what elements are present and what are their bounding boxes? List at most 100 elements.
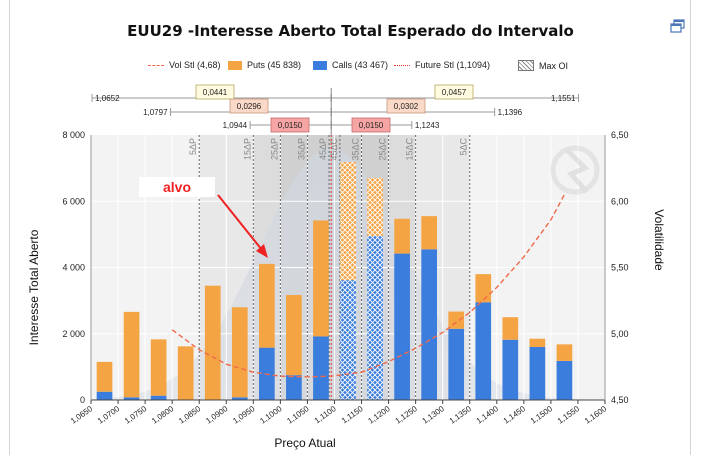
range-width-right-2-box [386,98,426,114]
x-tick-label: 1,1200 [367,404,393,426]
calls-bar [421,249,438,400]
legend-swatch [394,64,410,66]
strike-marker-label: 5ΔP [188,138,198,155]
calls-bar [475,302,492,400]
range-width-right-1-box [434,84,474,100]
puts-bar [150,339,167,396]
puts-bar [177,346,194,400]
legend-item[interactable]: Max OI [518,60,568,71]
x-tick-label: 1,0750 [123,404,149,426]
puts-bar [448,311,465,329]
x-tick-label: 1,1000 [258,404,284,426]
range-width-right-3-box [351,117,391,133]
annotation-label: alvo [163,179,191,195]
puts-bar [340,162,356,281]
annotation-background [139,177,215,197]
puts-bar [313,220,329,337]
strike-marker-label: 5ΔC [459,138,469,156]
strike-marker-label: 45ΔC [329,138,339,161]
calls-bar [123,397,140,400]
calls-bar [286,375,302,400]
annotation-arrow-line [217,194,263,251]
puts-bar [258,263,275,348]
strike-marker-label: 25ΔP [269,138,279,160]
x-tick-label: 1,1500 [529,404,555,426]
x-axis-title: Preço Atual [274,436,335,450]
range-left-label-2: 1,0797 [143,108,168,117]
logo-bolt [565,148,590,194]
legend-label: Vol Stl (4,68) [169,60,221,70]
logo-ring [550,145,600,195]
x-tick-label: 1,1600 [583,404,609,426]
puts-bar [204,285,221,400]
puts-bar [123,311,140,398]
puts-bar [394,218,410,254]
puts-bar [475,274,492,303]
legend-label: Calls (43 467) [332,60,389,70]
range-width-left-1: 0,0441 [203,88,228,97]
strike-marker-label: 45ΔP [318,138,328,160]
x-tick-label: 1,1100 [313,404,338,425]
legend-item[interactable]: Future Stl (1,1094) [394,60,490,70]
puts-bar [367,178,383,237]
legend-label: Puts (45 838) [247,60,302,70]
puts-bar [421,216,438,250]
legend-item[interactable]: Vol Stl (4,68) [148,60,221,70]
legend-item[interactable]: Calls (43 467) [313,60,388,70]
range-right-label-2: 1,1396 [498,108,523,117]
strike-marker-label: 35ΔP [296,138,306,160]
x-tick-label: 1,0850 [177,404,203,426]
range-right-label-3: 1,1243 [415,121,440,130]
legend-swatch [148,64,164,66]
y2-tick-label: 6,00 [611,196,629,206]
puts-bar [96,361,113,392]
y-tick-label: 4 000 [62,263,85,273]
x-tick-label: 1,1300 [421,404,447,426]
puts-bar [286,294,302,376]
annotation-arrow-head [256,244,268,258]
y2-tick-label: 5,00 [611,329,629,339]
y-tick-label: 6 000 [62,196,85,206]
restore-window-icon[interactable] [670,18,686,34]
y-tick-label: 0 [80,395,85,405]
range-width-left-3: 0,0150 [278,121,303,130]
puts-bar [556,344,573,361]
range-width-right-3: 0,0150 [359,121,384,130]
y-axis-title: Interesse Total Aberto [27,229,41,345]
x-tick-label: 1,0700 [96,404,122,426]
x-tick-label: 1,0900 [204,404,230,426]
chart-panel [9,0,691,455]
range-right-label-1: 1,1551 [551,94,576,103]
strike-marker-label: 35ΔC [351,138,361,161]
chart-title: EUU29 -Interesse Aberto Total Esperado d… [127,22,574,40]
calls-bar [394,253,410,400]
range-width-left-2: 0,0296 [237,102,262,111]
x-tick-label: 1,1350 [448,404,474,426]
puts-bar [529,338,546,347]
y2-tick-label: 5,50 [611,263,629,273]
calls-bar [529,347,546,400]
strike-marker-label: 15ΔC [405,138,415,161]
calls-bar [150,395,167,400]
calls-bar [231,397,248,400]
y2-axis-title: Volatilidade [652,209,666,271]
calls-bar [96,391,113,400]
legend-swatch [518,60,534,71]
x-tick-label: 1,1250 [394,404,420,426]
range-left-label-3: 1,0944 [223,121,248,130]
x-tick-label: 1,1050 [285,404,311,426]
strike-marker-label: 25ΔC [378,138,388,161]
y-tick-label: 2 000 [62,329,85,339]
logo-watermark-icon [550,145,600,195]
range-left-label-1: 1,0652 [95,94,120,103]
calls-bar [367,236,383,400]
y2-tick-label: 4,50 [611,395,629,405]
legend-item[interactable]: Puts (45 838) [228,60,301,70]
x-tick-label: 1,1400 [475,404,501,426]
range-width-left-2-box [229,98,269,114]
legend-swatch [228,60,242,70]
calls-bar [448,328,465,400]
calls-bar [502,339,519,400]
range-width-right-1: 0,0457 [442,88,467,97]
